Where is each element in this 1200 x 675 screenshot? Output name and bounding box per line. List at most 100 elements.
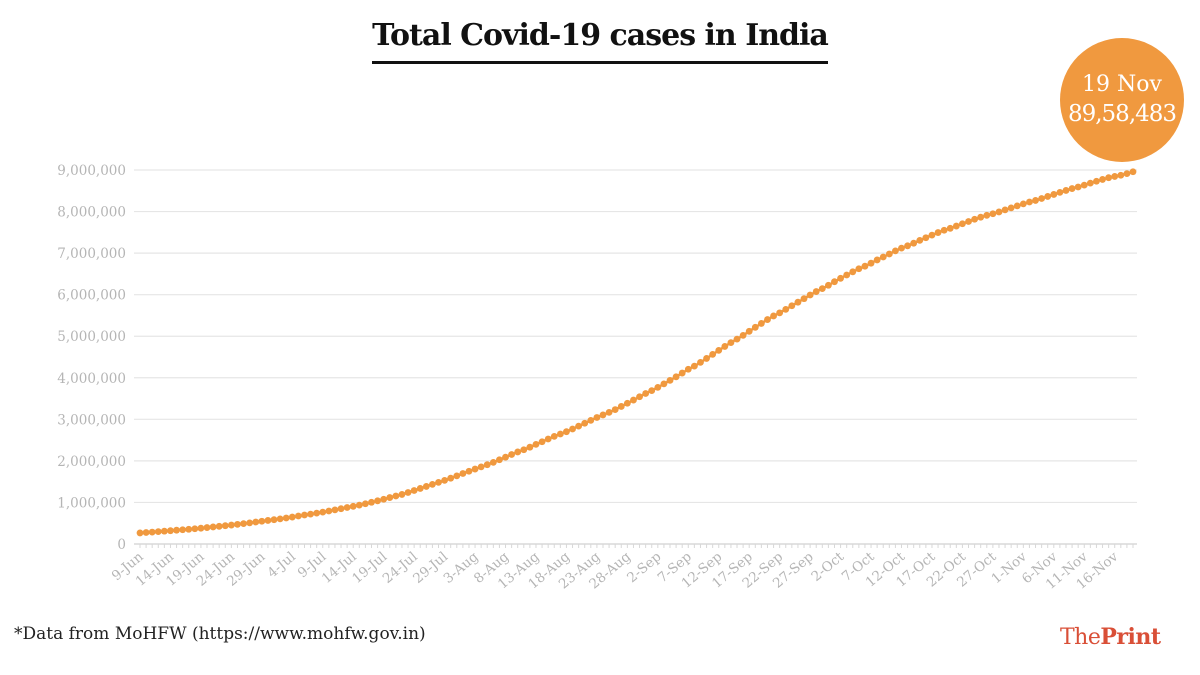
data-point — [642, 390, 650, 397]
data-point — [697, 358, 704, 366]
data-point — [148, 528, 156, 536]
data-point — [514, 448, 522, 456]
data-point — [977, 213, 985, 221]
latest-value-callout: 19 Nov 89,58,483 — [1060, 38, 1184, 162]
data-point — [739, 331, 747, 339]
data-point — [264, 517, 272, 524]
data-point — [550, 432, 558, 440]
data-point — [654, 383, 662, 391]
data-point — [538, 438, 546, 446]
data-point — [374, 497, 381, 505]
data-point — [1117, 171, 1125, 179]
data-point — [690, 362, 698, 370]
data-point — [715, 346, 723, 354]
data-point — [1099, 176, 1106, 183]
data-point — [502, 453, 509, 461]
data-point — [922, 234, 930, 242]
y-tick-label: 7,000,000 — [57, 246, 126, 262]
x-tick-label: 4-Jul — [264, 549, 298, 582]
data-point — [824, 281, 832, 289]
data-point — [258, 517, 266, 525]
data-point — [380, 495, 388, 503]
data-point — [1056, 188, 1064, 196]
data-point — [331, 506, 339, 514]
data-point — [861, 262, 869, 270]
data-point — [447, 474, 455, 482]
data-point — [508, 451, 516, 458]
data-point — [197, 524, 205, 532]
data-point — [471, 465, 479, 473]
data-point — [605, 408, 613, 416]
y-tick-label: 8,000,000 — [57, 205, 126, 221]
data-point — [203, 524, 211, 531]
data-point — [971, 215, 979, 223]
data-point — [167, 527, 174, 535]
brand-logo-part1: The — [1060, 625, 1101, 650]
data-point — [1038, 195, 1046, 202]
data-point — [398, 491, 406, 498]
data-point — [1032, 197, 1039, 204]
data-point — [831, 278, 838, 286]
data-point — [368, 498, 375, 506]
data-point — [879, 253, 887, 261]
data-point — [757, 320, 765, 327]
data-point — [1001, 206, 1009, 214]
data-point — [240, 520, 247, 528]
data-point — [812, 288, 820, 295]
data-point — [843, 271, 851, 279]
data-point — [209, 523, 217, 531]
data-point — [818, 285, 826, 293]
data-point — [995, 208, 1003, 216]
data-point — [745, 327, 753, 335]
data-point — [983, 211, 991, 219]
data-point — [349, 502, 357, 510]
data-point — [703, 355, 710, 362]
data-point — [837, 274, 844, 282]
data-point — [441, 476, 449, 484]
data-point — [160, 527, 168, 535]
data-point — [910, 239, 918, 247]
data-point — [404, 489, 412, 496]
data-point — [185, 525, 193, 533]
data-point — [952, 222, 960, 230]
source-footnote: *Data from MoHFW (https://www.mohfw.gov.… — [14, 624, 426, 644]
data-point — [709, 351, 717, 358]
data-point — [1105, 174, 1113, 182]
data-point — [660, 380, 668, 388]
data-point — [556, 430, 564, 438]
y-tick-label: 5,000,000 — [57, 329, 126, 345]
data-point — [483, 461, 491, 469]
data-point — [1086, 179, 1094, 187]
data-point — [623, 399, 631, 407]
data-point — [733, 335, 741, 343]
data-point — [288, 513, 296, 521]
data-point — [800, 295, 808, 303]
data-point — [581, 419, 589, 427]
data-point — [307, 510, 314, 518]
data-point — [965, 218, 972, 225]
data-point — [916, 236, 924, 244]
data-point — [1050, 191, 1058, 198]
data-point — [355, 501, 363, 509]
data-point — [532, 441, 540, 448]
data-point — [362, 500, 369, 508]
data-point — [898, 244, 905, 252]
data-point — [1129, 168, 1137, 176]
callout-date: 19 Nov — [1082, 72, 1162, 97]
data-point — [234, 520, 241, 528]
data-point — [1044, 193, 1052, 200]
data-point — [252, 518, 260, 526]
x-tick-label: 2-Oct — [808, 548, 847, 585]
data-point — [154, 528, 162, 536]
data-point — [179, 526, 187, 534]
data-point — [227, 521, 235, 529]
data-point — [934, 229, 942, 236]
data-point — [294, 512, 302, 520]
data-point — [721, 343, 729, 350]
data-point — [313, 509, 321, 517]
data-point — [684, 365, 692, 373]
brand-logo-part2: Print — [1100, 624, 1161, 650]
y-tick-label: 0 — [117, 537, 126, 553]
data-point — [429, 480, 436, 488]
